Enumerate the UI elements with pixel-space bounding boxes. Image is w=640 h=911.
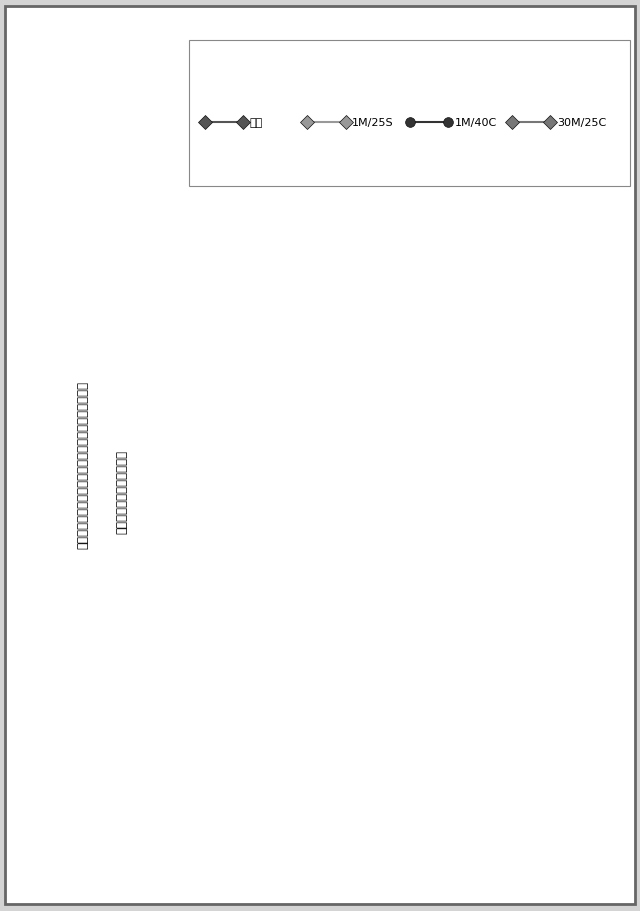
Text: 1M/40C: 1M/40C xyxy=(454,118,497,128)
Text: 最初: 最初 xyxy=(236,684,282,738)
Text: 1M/25C: 1M/25C xyxy=(349,496,428,561)
Text: 30M/25C: 30M/25C xyxy=(286,600,373,645)
Text: プセルの溶解プロファイル: プセルの溶解プロファイル xyxy=(115,450,128,534)
Text: 30M/25C: 30M/25C xyxy=(557,118,606,128)
Y-axis label: 時間（時間）: 時間（時間） xyxy=(535,510,548,556)
Text: 最初: 最初 xyxy=(250,118,263,128)
Text: 1M/40C: 1M/40C xyxy=(322,538,400,603)
Text: ゼラチンまたはＨＰＭＣ中の製剤１０４、６０ｍｇカ: ゼラチンまたはＨＰＭＣ中の製剤１０４、６０ｍｇカ xyxy=(77,381,90,548)
X-axis label: (%)　用剤の溶解率: (%) 用剤の溶解率 xyxy=(296,821,370,834)
Text: 1M/25S: 1M/25S xyxy=(352,118,394,128)
